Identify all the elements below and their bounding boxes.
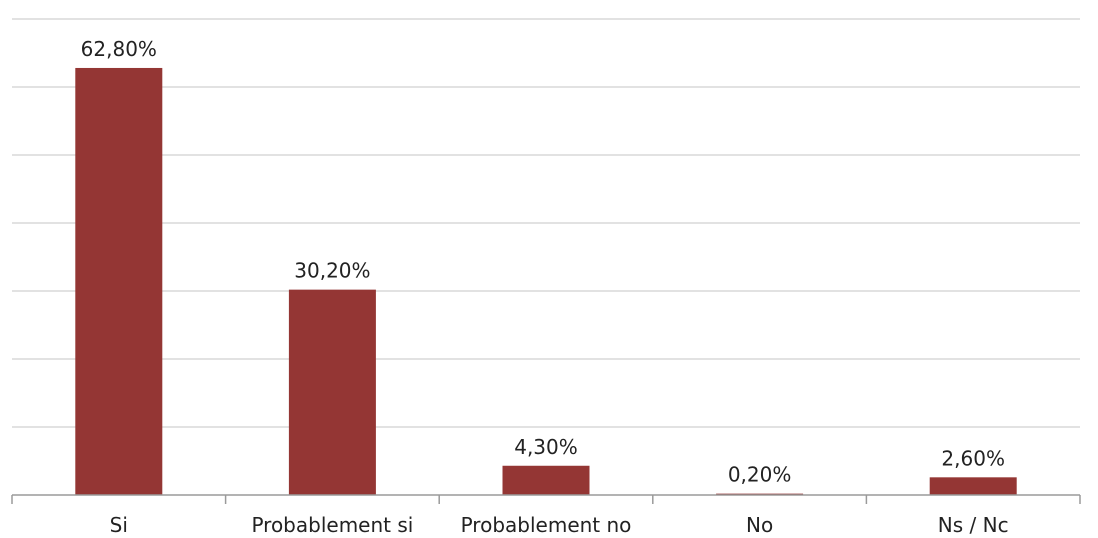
data-label: 2,60% [941, 446, 1005, 470]
data-label: 62,80% [81, 37, 157, 61]
bar-si [75, 67, 163, 496]
category-label: Probablement no [461, 513, 632, 537]
category-label: No [746, 513, 773, 537]
x-axis [11, 494, 1081, 504]
category-label: Ns / Nc [938, 513, 1009, 537]
category-labels: Si Probablement si Probablement no No Ns / N… [110, 513, 1009, 537]
bar-probablement-no [502, 465, 590, 495]
bars [75, 67, 1017, 496]
category-label: Si [110, 513, 128, 537]
data-label: 30,20% [294, 259, 370, 283]
gridlines [12, 18, 1080, 428]
data-label: 0,20% [728, 463, 792, 487]
category-label: Probablement si [251, 513, 413, 537]
bar-ns-nc [929, 477, 1017, 495]
data-label: 4,30% [514, 435, 578, 459]
bar-probablement-si [288, 289, 376, 495]
data-labels: 62,80% 30,20% 4,30% 0,20% 2,60% [81, 37, 1005, 487]
